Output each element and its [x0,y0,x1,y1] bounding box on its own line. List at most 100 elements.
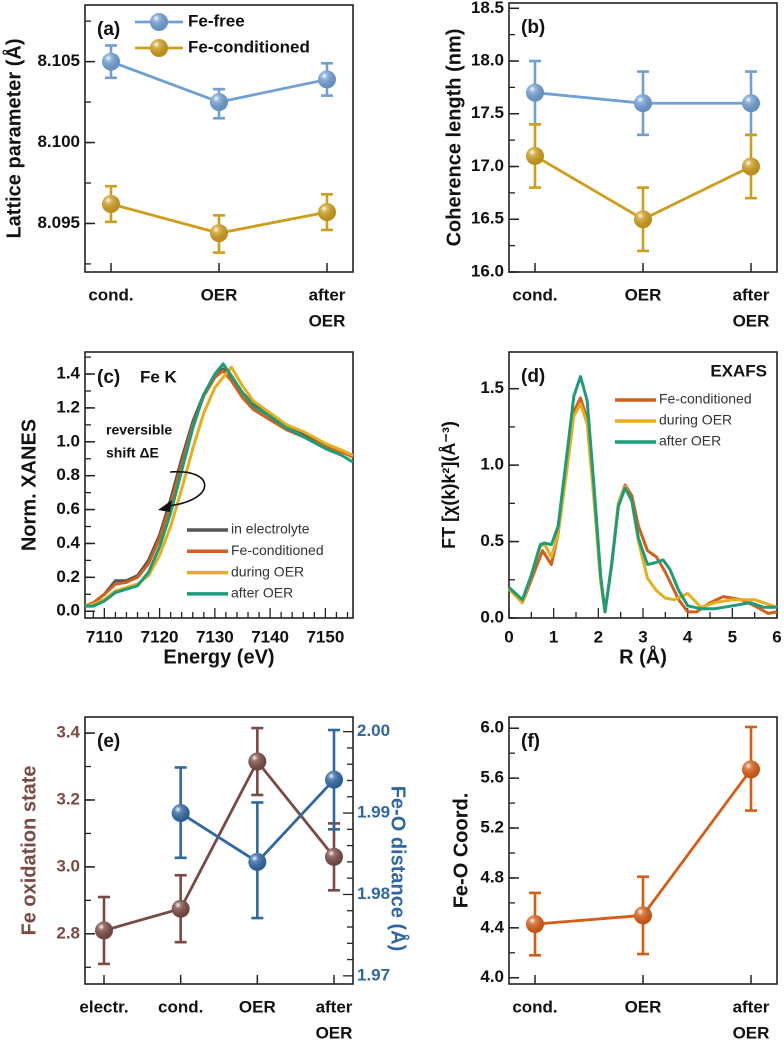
x-tick-label: 7110 [86,627,123,646]
legend-label: Fe-conditioned [659,391,752,407]
data-point-highlight [95,921,113,940]
panel-f: cond. OER after OER [508,716,778,1041]
y-tick-label: 17.0 [471,156,504,175]
legend-label: after OER [231,585,293,601]
y2-tick-label: 2.00 [357,721,390,740]
y-tick-label: 8.105 [37,51,80,70]
data-point-highlight [526,146,544,165]
y-tick-label: 8.100 [37,132,80,151]
panel-label: (c) [97,367,120,388]
legend-label: Fe-conditioned [188,37,310,56]
legend-label: in electrolyte [231,521,310,537]
data-point-highlight [318,70,336,89]
y-tick-label: 4.8 [480,867,504,886]
x-tick-label: 7140 [251,627,289,646]
y-tick-label: 3.4 [56,723,80,742]
y-tick-label: 16.5 [471,209,504,228]
y2-axis-label: Fe-O distance (Å) [387,786,411,952]
y-tick-label: 17.5 [471,103,504,122]
shift-arrow-icon [167,470,206,507]
panel-title: Fe K [140,367,178,386]
x-category-label: OER [733,311,770,330]
x-tick-label: 7120 [141,627,179,646]
series-line-after-oer [85,362,354,608]
panel-d [507,351,778,619]
legend-label: after OER [659,433,721,449]
x-tick-label: 7150 [306,627,344,646]
y-tick-label: 6.0 [480,718,504,737]
legend-label: during OER [659,412,732,428]
series-line [103,758,336,932]
panel-label: (b) [521,17,545,38]
y-tick-label: 1.4 [56,364,80,383]
y-tick-label: 18.0 [471,51,504,70]
panel-e: electr. cond. OER after OER [79,716,354,1041]
x-category-label: cond. [512,997,557,1016]
x-category-label: electr. [79,997,128,1016]
x-category-label: OER [733,1023,770,1041]
x-tick-label: 1 [549,627,558,646]
annotation-text: reversible [106,422,172,438]
x-tick-label: 4 [683,627,693,646]
x-category-label: cond. [512,285,557,304]
data-point-highlight [325,847,343,866]
series-line-fe-conditioned [84,369,354,608]
y2-tick-label: 1.97 [357,965,390,984]
x-category-label: OER [625,285,662,304]
panel-c [84,351,354,619]
x-tick-label: 3 [638,627,647,646]
series-line-in-electrolyte [84,367,354,608]
panel-b: cond. OER after OER [508,2,778,330]
plot-frame [84,716,354,985]
y2-tick-label: 1.99 [357,803,390,822]
x-axis-label: R (Å) [619,644,667,668]
data-point-highlight [634,210,652,229]
y-axis-label: Fe-O Coord. [450,793,472,909]
data-point-highlight [210,93,228,112]
y-tick-label: 0.0 [56,601,80,620]
panel-label: (e) [97,731,120,752]
x-category-label: after [733,997,770,1016]
y-tick-label: 3.2 [56,789,80,808]
x-category-label: after [316,997,353,1016]
panel-label: (f) [521,731,540,752]
x-category-label: OER [625,997,662,1016]
y-axis-label: FT [χ(k)k²](Å⁻³) [439,421,459,549]
x-category-label: after [733,285,770,304]
y-axis-label: Coherence length (nm) [443,29,465,247]
data-point-highlight [248,752,267,771]
data-point-highlight [526,915,544,934]
y-tick-label: 8.095 [37,213,80,232]
data-point-highlight [318,203,336,222]
y-tick-label: 1.5 [480,378,504,397]
x-tick-label: 2 [594,627,603,646]
x-category-label: cond. [88,285,133,304]
data-point-highlight [210,224,228,243]
data-point-highlight [634,94,652,113]
y-axis-label: Norm. XANES [18,419,40,551]
panel-label: (a) [97,19,120,40]
x-axis-label: Energy (eV) [163,646,274,668]
series-line-during-oer [507,402,778,614]
y-tick-label: 3.0 [56,856,80,875]
y-axis-label: Fe oxidation state [18,765,40,935]
y-tick-label: 0.6 [56,499,80,518]
x-category-label: OER [239,997,276,1016]
x-tick-label: 7130 [196,627,234,646]
y-axis-label: Lattice parameter (Å) [1,38,25,238]
x-tick-label: 0 [504,627,513,646]
data-point-highlight [742,760,760,779]
y-tick-label: 0.2 [56,567,80,586]
legend-marker-highlight [150,39,168,57]
y-tick-label: 0.5 [480,531,504,550]
y-tick-label: 1.0 [56,431,80,450]
annotation-text: shift ΔE [106,445,159,461]
y-tick-label: 4.0 [480,967,504,986]
panel-title: EXAFS [710,361,767,380]
data-point-highlight [248,852,267,871]
x-category-label: OER [316,1023,353,1041]
data-point-highlight [526,83,544,102]
y-tick-label: 18.5 [471,0,504,17]
x-tick-label: 6 [772,627,781,646]
